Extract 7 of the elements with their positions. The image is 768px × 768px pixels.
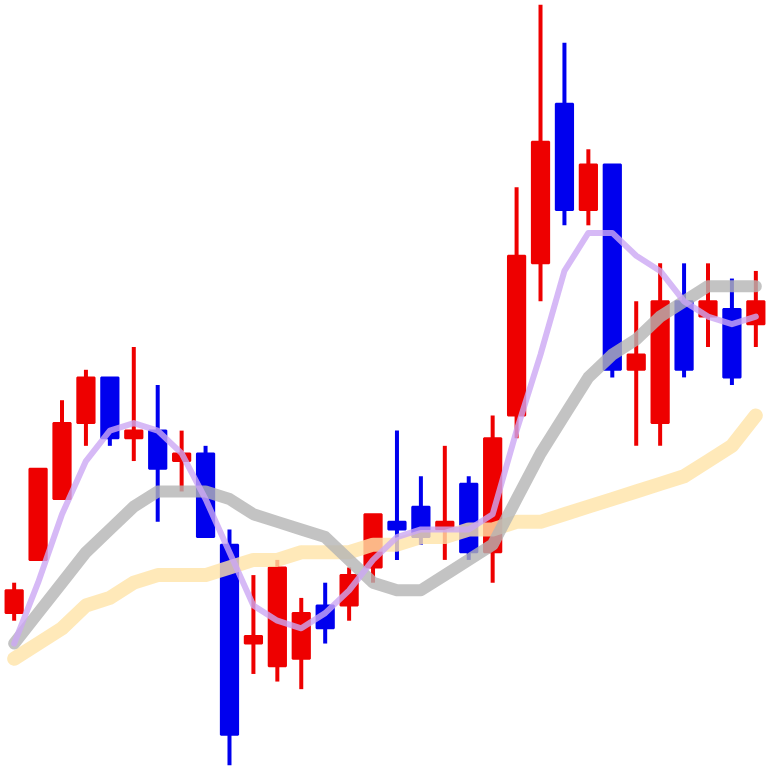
candlestick (578, 147, 598, 228)
candlestick (243, 573, 264, 676)
candlestick (387, 428, 407, 562)
candlestick (626, 299, 646, 448)
candlestick (124, 344, 144, 464)
candlestick (76, 367, 96, 448)
candlestick (4, 580, 24, 623)
